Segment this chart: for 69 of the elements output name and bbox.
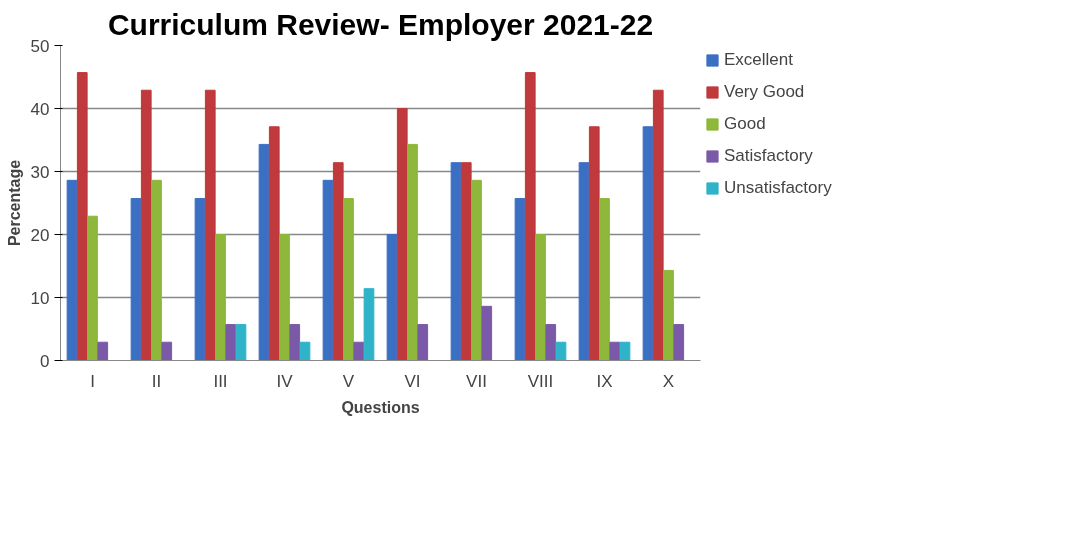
- bar: [151, 179, 162, 361]
- bar: [514, 198, 526, 361]
- y-tick-label: 50: [30, 36, 50, 56]
- x-tick-label: I: [90, 371, 95, 391]
- legend-label: Excellent: [724, 50, 793, 70]
- bar: [66, 179, 78, 361]
- x-tick-label: X: [662, 371, 675, 391]
- legend-label: Good: [724, 114, 766, 134]
- bar: [386, 234, 398, 361]
- x-tick-label: IV: [276, 371, 294, 391]
- bar: [481, 305, 493, 361]
- bar: [225, 324, 237, 361]
- bar: [363, 288, 375, 361]
- bar: [204, 89, 216, 361]
- bar: [450, 162, 462, 361]
- y-tick-label: 40: [30, 99, 50, 119]
- bar: [673, 324, 685, 361]
- bar: [652, 89, 664, 361]
- bar: [663, 269, 674, 361]
- legend-label: Very Good: [724, 82, 805, 102]
- bar: [235, 324, 247, 361]
- y-tick-label: 0: [40, 351, 50, 371]
- x-tick-label: IX: [596, 371, 613, 391]
- legend-label: Satisfactory: [724, 146, 813, 166]
- bar: [460, 162, 472, 361]
- bar: [76, 72, 88, 361]
- bar: [161, 341, 173, 361]
- x-tick-label: VIII: [527, 371, 554, 391]
- x-tick-label: II: [151, 371, 162, 391]
- bar: [97, 341, 109, 361]
- x-axis-title: Questions: [341, 398, 420, 416]
- bar: [140, 89, 152, 361]
- bar: [578, 162, 590, 361]
- x-tick-label: V: [342, 371, 355, 391]
- x-tick-label: VII: [466, 371, 487, 391]
- bar: [343, 198, 354, 361]
- bar: [194, 198, 206, 361]
- y-tick-label: 30: [30, 162, 50, 182]
- bar: [268, 126, 280, 361]
- bar: [289, 324, 301, 361]
- bar: [524, 72, 536, 361]
- x-tick-label: VI: [404, 371, 421, 391]
- bar: [535, 234, 546, 361]
- y-tick-label: 20: [30, 225, 50, 245]
- bar: [396, 108, 408, 361]
- bar: [555, 341, 567, 361]
- bar: [332, 162, 344, 361]
- bar: [642, 126, 654, 361]
- bar: [588, 126, 600, 361]
- y-tick-label: 10: [30, 288, 50, 308]
- y-axis-title: Percentage: [5, 159, 23, 247]
- x-tick-label: III: [213, 371, 228, 391]
- bar: [87, 215, 98, 361]
- bar: [258, 143, 270, 361]
- bar: [322, 179, 334, 361]
- legend-label: Unsatisfactory: [724, 178, 832, 198]
- bar: [619, 341, 631, 361]
- bar: [545, 324, 557, 361]
- bar: [471, 179, 482, 361]
- bar: [407, 143, 418, 361]
- bar: [130, 198, 142, 361]
- chart-title: Curriculum Review- Employer 2021-22: [107, 7, 654, 41]
- bar: [215, 234, 226, 361]
- bar: [353, 341, 365, 361]
- bar: [279, 234, 290, 361]
- bar: [417, 324, 429, 361]
- bar: [299, 341, 311, 361]
- bar: [599, 198, 610, 361]
- bar: [609, 341, 621, 361]
